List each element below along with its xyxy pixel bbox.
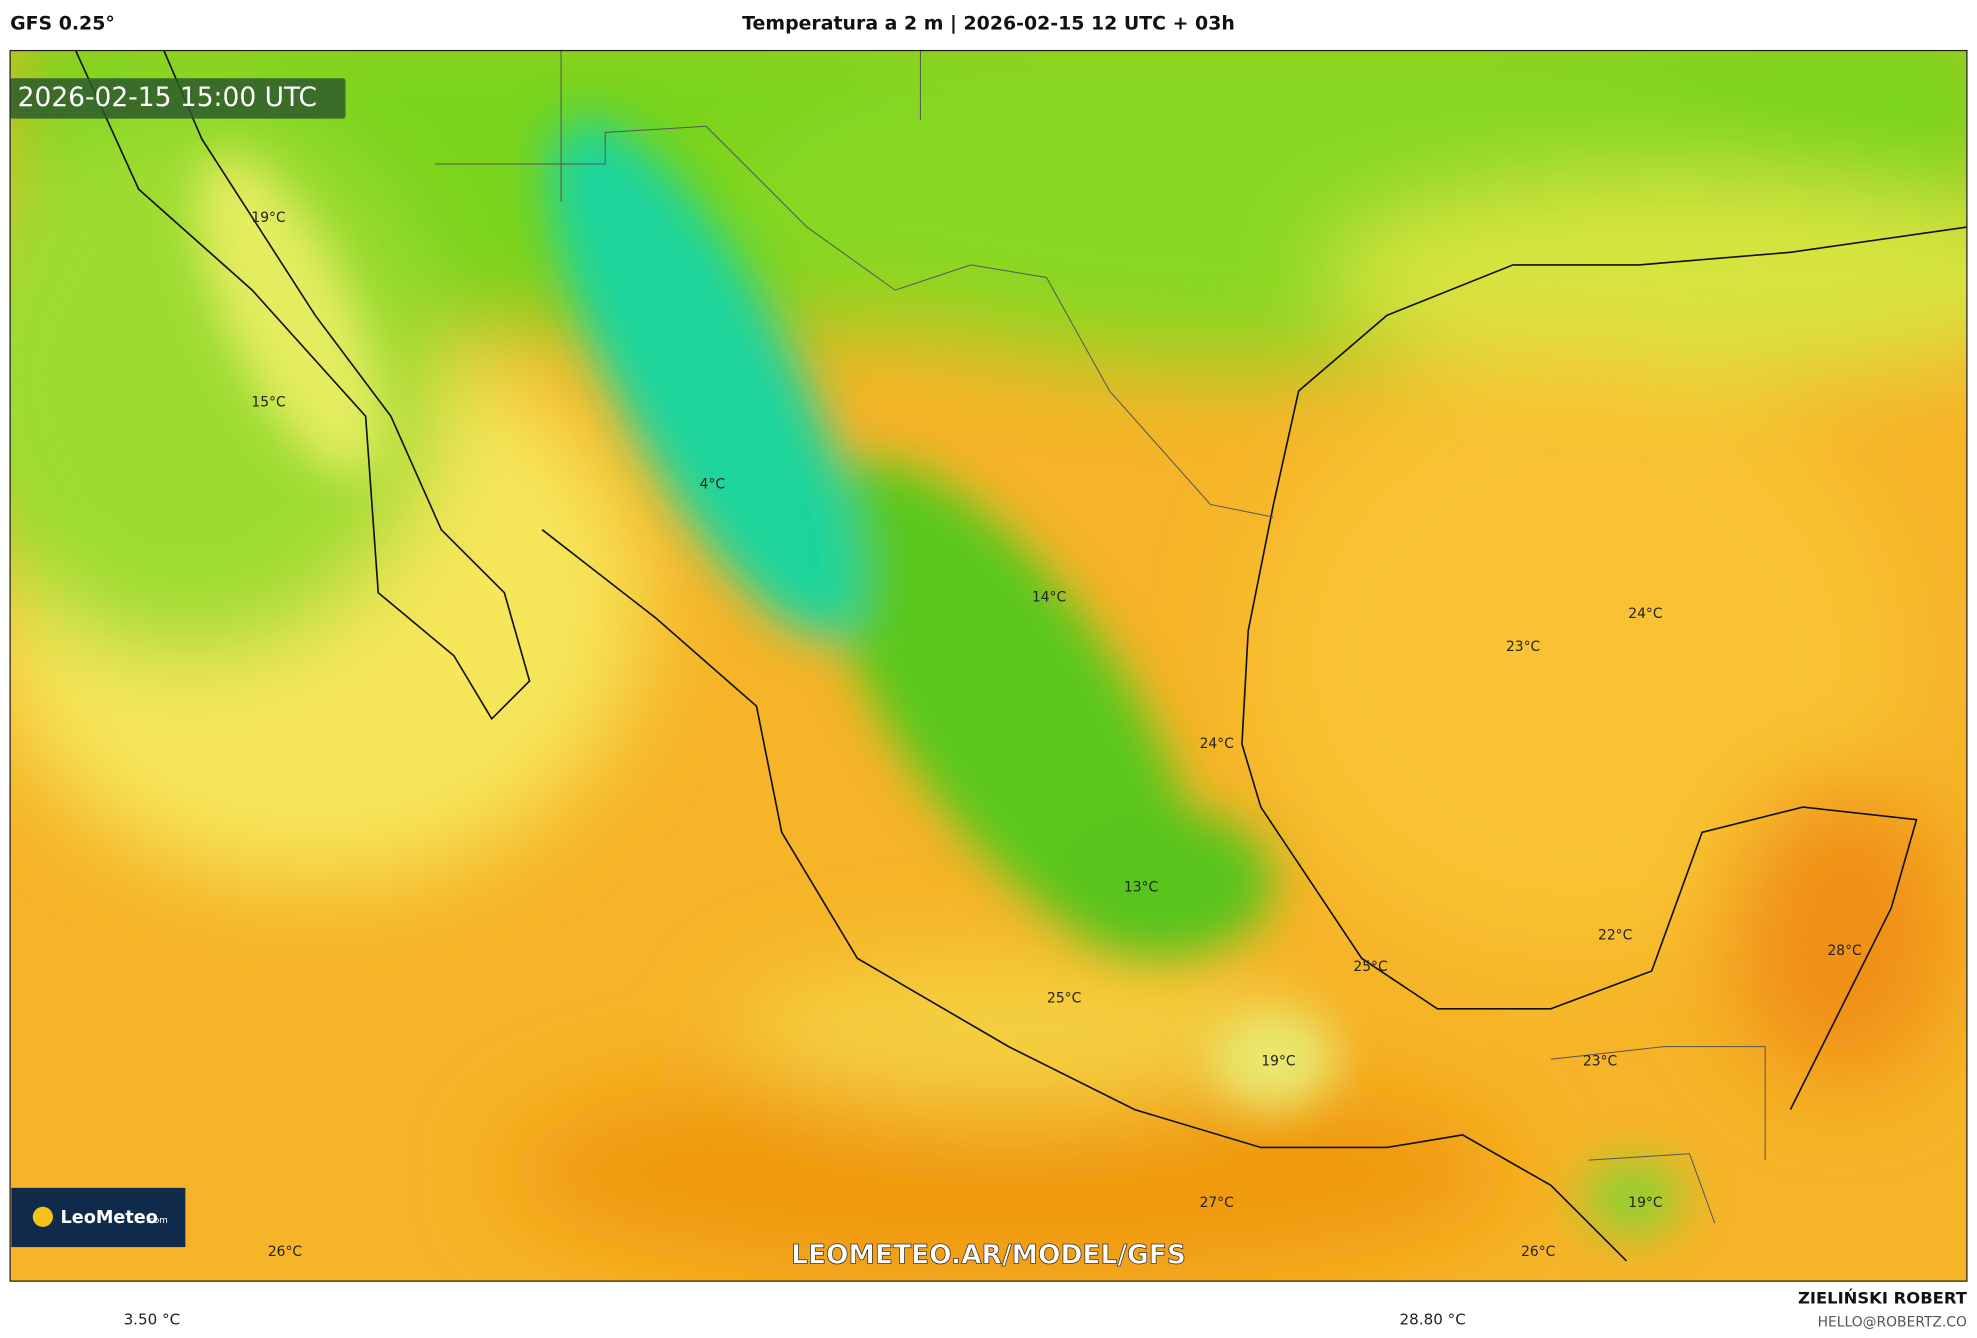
logo-name: LeoMeteo bbox=[61, 1208, 158, 1228]
temperature-label: 25°C bbox=[1353, 959, 1387, 975]
map: 19°C 15°C 4°C 14°C 23°C 24°C 24°C 13°C 22°C 25°C 2… bbox=[10, 50, 1967, 1282]
temperature-label: 19°C bbox=[1628, 1195, 1662, 1211]
temperature-label: 19°C bbox=[1261, 1054, 1295, 1070]
email: HELLO@ROBERTZ.CO bbox=[1818, 1315, 1967, 1331]
temperature-label: 13°C bbox=[1124, 880, 1158, 896]
max-label: 28.80 °C bbox=[1400, 1311, 1466, 1329]
logo-suffix: .com bbox=[146, 1216, 168, 1226]
temperature-label: 15°C bbox=[251, 394, 285, 410]
map-frame bbox=[9, 49, 1968, 1282]
temperature-label: 28°C bbox=[1827, 943, 1861, 959]
temperature-label: 27°C bbox=[1200, 1195, 1234, 1211]
temperature-label: 25°C bbox=[1047, 991, 1081, 1007]
temperature-label: 14°C bbox=[1032, 590, 1066, 606]
temperature-label: 19°C bbox=[251, 210, 285, 226]
temperature-label: 24°C bbox=[1200, 736, 1234, 752]
map-title: Temperatura a 2 m | 2026-02-15 12 UTC + … bbox=[742, 13, 1235, 35]
author: ZIELIŃSKI ROBERT bbox=[1798, 1288, 1968, 1307]
timestamp: 2026-02-15 15:00 UTC bbox=[18, 82, 317, 113]
temperature-label: 23°C bbox=[1583, 1054, 1617, 1070]
min-label: 3.50 °C bbox=[124, 1311, 181, 1329]
temperature-label: 24°C bbox=[1628, 606, 1662, 622]
temperature-label: 23°C bbox=[1506, 639, 1540, 655]
temperature-label: 4°C bbox=[700, 476, 725, 492]
temperature-label: 26°C bbox=[1521, 1244, 1555, 1260]
model-name: GFS 0.25° bbox=[10, 13, 115, 35]
temperature-label: 22°C bbox=[1598, 928, 1632, 944]
temperature-label: 26°C bbox=[268, 1244, 302, 1260]
watermark: LEOMETEO.AR/MODEL/GFS bbox=[791, 1239, 1186, 1270]
